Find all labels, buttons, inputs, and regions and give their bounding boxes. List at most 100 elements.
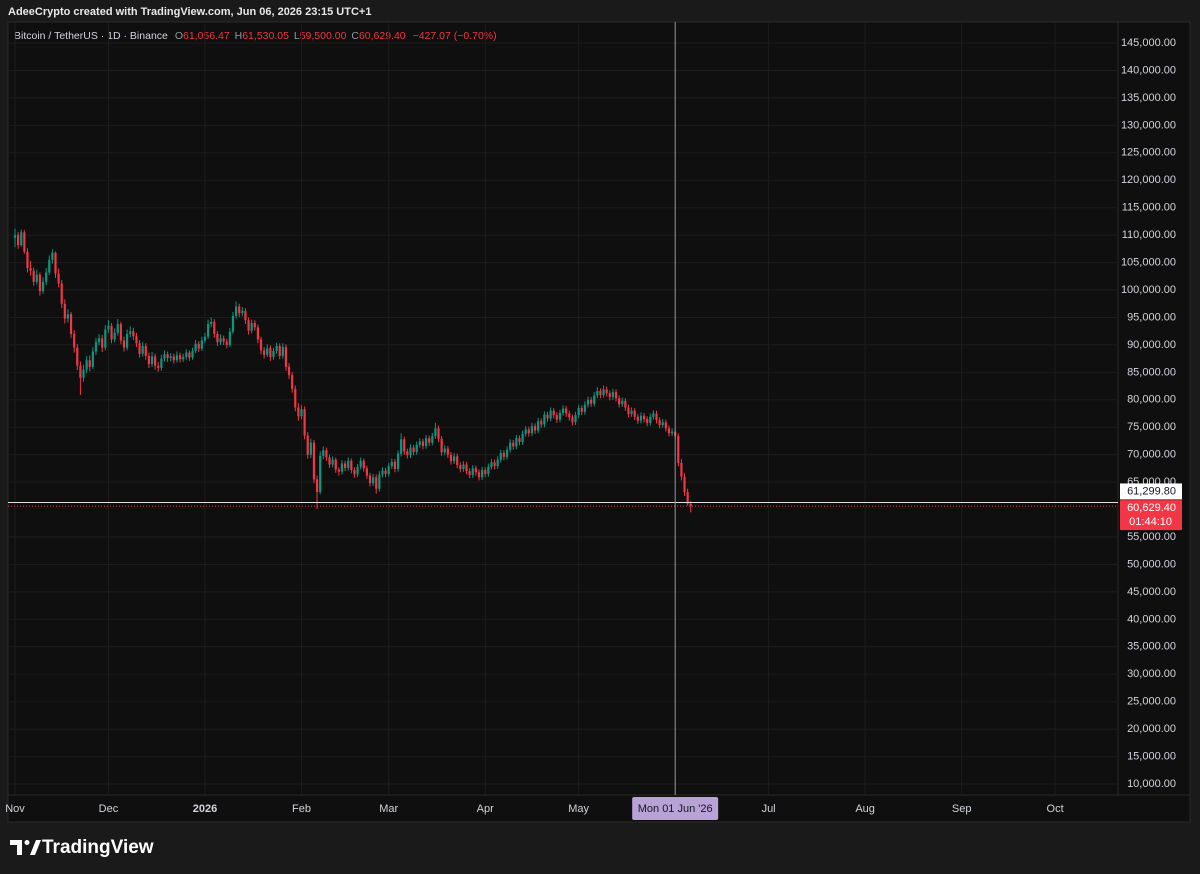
- y-tick-label: 15,000.00: [1127, 750, 1176, 762]
- candle-body: [412, 447, 415, 452]
- candle-body: [129, 331, 132, 334]
- candle-body: [499, 453, 502, 460]
- crosshair-price-label: 61,299.80: [1127, 485, 1176, 497]
- candle-body: [368, 475, 372, 484]
- candle-body: [312, 442, 316, 480]
- candle-body: [462, 464, 465, 469]
- candle-body: [471, 468, 474, 475]
- candle-body: [182, 356, 185, 360]
- candle-body: [241, 310, 244, 314]
- logo-text: TradingView: [42, 837, 154, 858]
- candle-body: [13, 235, 17, 238]
- x-tick-label: Mar: [379, 803, 398, 815]
- candle-body: [63, 303, 66, 319]
- candle-body: [487, 466, 490, 474]
- candle-body: [490, 462, 493, 467]
- candle-body: [621, 400, 624, 405]
- candle-body: [552, 410, 555, 416]
- candle-body: [518, 438, 521, 443]
- candle-body: [334, 459, 337, 470]
- candle-body: [571, 417, 574, 423]
- candle-body: [160, 358, 163, 368]
- candle-body: [300, 409, 303, 417]
- candle-body: [649, 416, 652, 423]
- candle-body: [291, 375, 294, 389]
- candle-body: [191, 350, 194, 358]
- candle-body: [141, 346, 144, 354]
- candle-body: [452, 456, 456, 462]
- candle-body: [677, 436, 680, 463]
- candle-body: [568, 413, 571, 418]
- candle-body: [440, 438, 443, 453]
- candle-body: [586, 399, 590, 405]
- candle-body: [147, 355, 151, 365]
- candle-body: [484, 470, 487, 474]
- candle-body: [387, 466, 390, 474]
- candle-body: [135, 336, 138, 344]
- y-tick-label: 80,000.00: [1127, 394, 1176, 406]
- candle-body: [540, 421, 543, 425]
- candle-body: [91, 351, 94, 367]
- candle-body: [418, 441, 421, 445]
- candle-body: [228, 331, 231, 345]
- candle-body: [477, 472, 481, 478]
- y-tick-label: 45,000.00: [1127, 586, 1176, 598]
- candle-body: [69, 314, 73, 334]
- candle-body: [558, 412, 562, 420]
- candle-body: [297, 407, 300, 417]
- candle-body: [549, 410, 552, 419]
- y-tick-label: 35,000.00: [1127, 641, 1176, 653]
- candle-body: [614, 392, 618, 399]
- candle-body: [175, 355, 179, 361]
- candle-body: [79, 365, 82, 378]
- candle-body: [213, 321, 216, 334]
- candle-body: [73, 333, 76, 348]
- legend-change: −427.07 (−0.70%): [413, 30, 497, 42]
- candle-body: [272, 350, 275, 357]
- y-tick-label: 75,000.00: [1127, 421, 1176, 433]
- candle-body: [530, 426, 534, 434]
- candle-body: [561, 408, 565, 413]
- candle-body: [238, 306, 241, 314]
- candle-body: [203, 336, 207, 341]
- y-tick-label: 25,000.00: [1127, 696, 1176, 708]
- candle-body: [686, 492, 689, 504]
- candle-body: [409, 447, 412, 456]
- candle-body: [502, 453, 506, 457]
- candle-body: [119, 324, 122, 341]
- candle-body: [468, 471, 471, 475]
- candle-body: [219, 338, 222, 343]
- candle-body: [169, 356, 172, 359]
- candle-body: [328, 457, 331, 465]
- y-tick-label: 95,000.00: [1127, 311, 1176, 323]
- y-tick-label: 70,000.00: [1127, 449, 1176, 461]
- candle-body: [627, 407, 630, 415]
- candle-body: [446, 448, 449, 455]
- candle-body: [375, 477, 378, 489]
- candle-body: [17, 235, 20, 246]
- legend: Bitcoin / TetherUS · 1D · Binance O61,05…: [14, 30, 497, 42]
- candle-body: [618, 398, 621, 405]
- candle-body: [116, 324, 119, 333]
- candle-body: [45, 272, 48, 282]
- x-tick-label: Aug: [855, 803, 875, 815]
- candle-body: [527, 429, 530, 434]
- candle-body: [347, 460, 350, 468]
- candle-body: [157, 365, 160, 368]
- legend-value: 59,500.00: [300, 30, 347, 42]
- candle-body: [138, 343, 141, 354]
- candle-body: [602, 389, 605, 395]
- logo-mark: [24, 840, 30, 845]
- candle-body: [590, 399, 593, 404]
- candle-body: [683, 476, 686, 493]
- candle-body: [287, 366, 291, 376]
- candle-body: [284, 347, 288, 367]
- candle-body: [275, 346, 278, 351]
- candle-body: [481, 470, 484, 478]
- x-tick-label: May: [568, 803, 589, 815]
- y-tick-label: 120,000.00: [1121, 174, 1176, 186]
- candle-body: [235, 306, 238, 316]
- candle-body: [580, 408, 583, 412]
- candle-body: [608, 393, 611, 398]
- y-tick-label: 85,000.00: [1127, 366, 1176, 378]
